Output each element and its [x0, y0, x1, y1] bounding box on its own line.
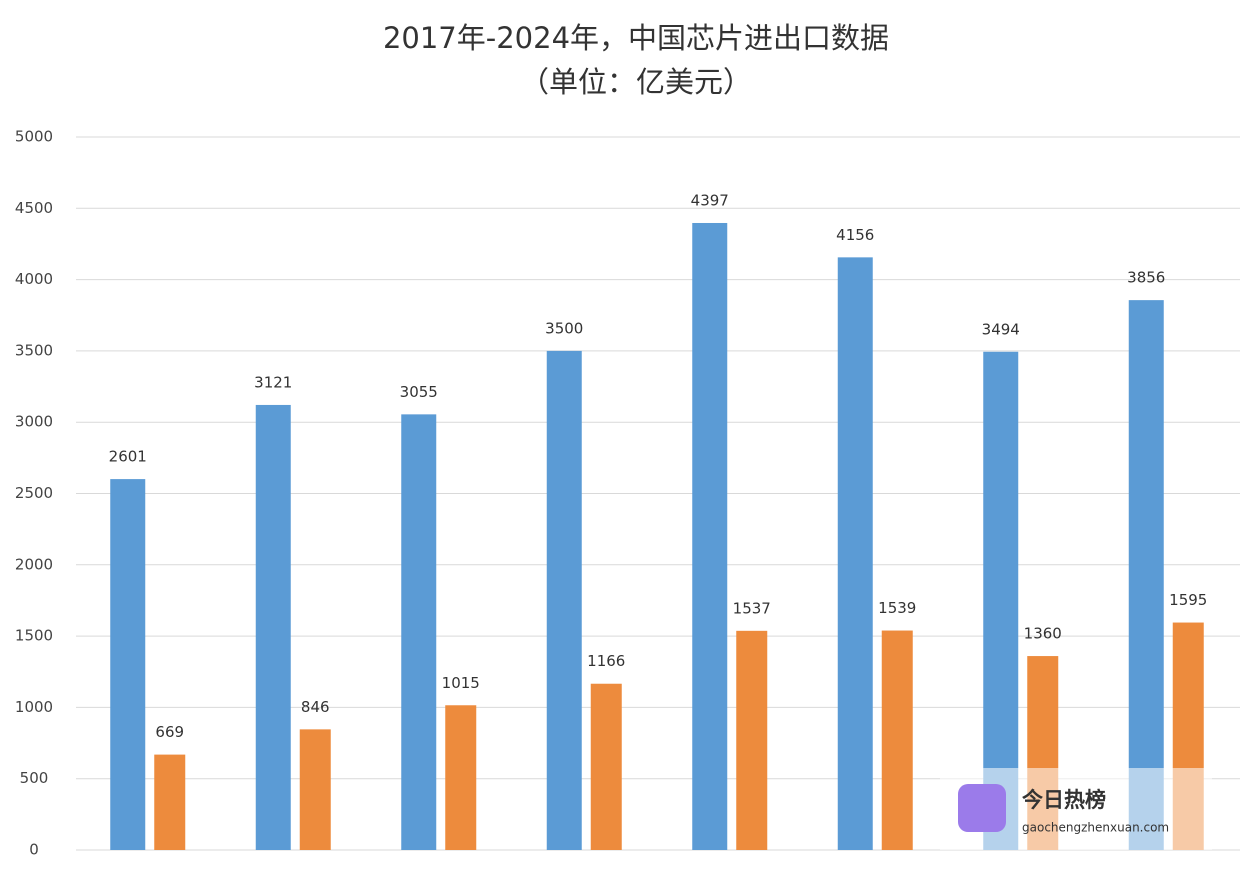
watermark: 今日热榜 gaochengzhenxuan.com: [940, 768, 1212, 850]
value-label: 3121: [254, 373, 292, 391]
value-label: 4397: [691, 191, 729, 209]
bar: [546, 350, 582, 850]
y-tick-label: 3000: [15, 413, 53, 431]
plot: 0 500 1000 1500 2000 2500 3000 3500 4000 4500 5000…: [15, 128, 1240, 859]
value-label: 3055: [400, 383, 438, 401]
value-label: 1360: [1024, 625, 1062, 643]
y-tick-label: 3500: [15, 341, 53, 359]
value-label: 1015: [442, 674, 480, 692]
value-label: 669: [155, 723, 184, 741]
y-tick-label: 2000: [15, 555, 53, 573]
y-tick-label: 0: [29, 841, 39, 859]
value-label: 3494: [982, 320, 1020, 338]
bar: [1128, 300, 1164, 850]
bar: [590, 683, 622, 850]
bar: [983, 351, 1019, 850]
bar: [736, 630, 768, 850]
bar: [255, 404, 291, 850]
bar: [299, 729, 331, 850]
value-label: 1539: [878, 599, 916, 617]
y-tick-label: 1500: [15, 627, 53, 645]
value-label: 1537: [733, 599, 771, 617]
bar: [110, 479, 146, 850]
chart-title: 2017年-2024年，中国芯片进出口数据: [383, 21, 889, 55]
chart-subtitle: （单位：亿美元）: [520, 65, 752, 99]
y-tick-label: 1000: [15, 698, 53, 716]
bar: [881, 630, 913, 850]
watermark-url: gaochengzhenxuan.com: [1022, 821, 1169, 835]
y-tick-label: 4500: [15, 199, 53, 217]
value-label: 4156: [836, 226, 874, 244]
watermark-name: 今日热榜: [1022, 788, 1106, 812]
bar: [401, 414, 437, 850]
bar: [154, 754, 186, 850]
watermark-icon: [958, 784, 1006, 832]
value-label: 3500: [545, 319, 583, 337]
bar: [445, 705, 477, 850]
y-tick-label: 4000: [15, 270, 53, 288]
y-tick-label: 2500: [15, 484, 53, 502]
bar: [692, 222, 728, 850]
value-label: 3856: [1127, 269, 1165, 287]
y-tick-label: 5000: [15, 128, 53, 146]
value-label: 1595: [1169, 591, 1207, 609]
value-label: 1166: [587, 652, 625, 670]
value-label: 2601: [109, 448, 147, 466]
bar: [837, 257, 873, 851]
y-tick-label: 500: [20, 769, 49, 787]
value-label: 846: [301, 698, 330, 716]
